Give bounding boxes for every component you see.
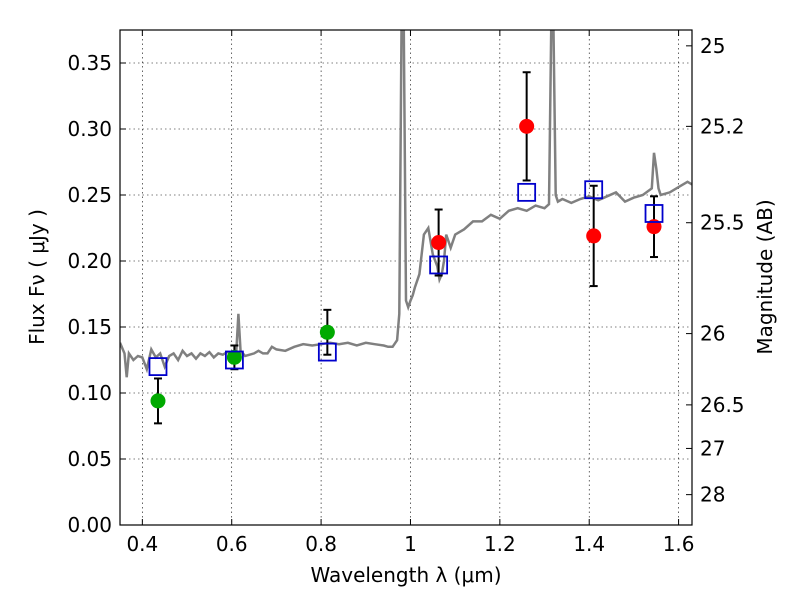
right-tick-label: 27 bbox=[700, 436, 725, 460]
right-tick-label: 25 bbox=[700, 34, 725, 58]
x-tick-label: 0.6 bbox=[216, 532, 248, 556]
plot-frame bbox=[119, 29, 693, 526]
model-photometry-square bbox=[644, 204, 664, 223]
right-tick-label: 26 bbox=[700, 322, 725, 346]
right-tick-label: 28 bbox=[700, 483, 725, 507]
y-tick-label: 0.30 bbox=[67, 117, 112, 141]
model-spectrum-line bbox=[120, 30, 692, 378]
y-tick-label: 0.25 bbox=[67, 183, 112, 207]
y-axis-label: Flux Fν ( μJy ) bbox=[25, 209, 49, 345]
model-photometry-square bbox=[224, 350, 244, 370]
x-axis-label: Wavelength λ (μm) bbox=[310, 563, 501, 587]
right-tick-label: 26.5 bbox=[700, 393, 745, 417]
y-tick-label: 0.00 bbox=[67, 513, 112, 537]
model-photometry-square bbox=[148, 357, 168, 377]
observed-point bbox=[226, 349, 242, 365]
right-tick-label: 25.5 bbox=[700, 211, 745, 235]
errorbar-layer bbox=[153, 71, 659, 425]
right-axis-label: Magnitude (AB) bbox=[753, 199, 777, 354]
x-tick-label: 1.6 bbox=[663, 532, 695, 556]
tick-layer: 0.4 0.6 0.8 1 1.2 1.4 1.6 0.00 0.05 0.10 0.15 0.20 0… bbox=[67, 30, 745, 556]
observed-point bbox=[519, 118, 535, 134]
y-tick-label: 0.15 bbox=[67, 315, 112, 339]
model-photometry-square bbox=[429, 255, 449, 275]
observed-point bbox=[319, 324, 335, 340]
y-tick-label: 0.05 bbox=[67, 447, 112, 471]
right-tick-label: 25.2 bbox=[700, 114, 745, 138]
y-tick-label: 0.20 bbox=[67, 249, 112, 273]
observed-point bbox=[431, 235, 447, 251]
y-tick-label: 0.10 bbox=[67, 381, 112, 405]
y-tick-label: 0.35 bbox=[67, 51, 112, 75]
x-tick-label: 1.4 bbox=[573, 532, 605, 556]
observed-point bbox=[586, 228, 602, 244]
observed-point bbox=[150, 393, 166, 409]
model-photometry-square bbox=[584, 180, 604, 200]
grid bbox=[120, 30, 692, 526]
model-spectrum-layer bbox=[120, 30, 692, 378]
marker-layer bbox=[148, 118, 664, 409]
x-tick-label: 1 bbox=[404, 532, 417, 556]
model-photometry-square bbox=[517, 182, 537, 202]
model-photometry-square bbox=[317, 342, 337, 362]
observed-point bbox=[646, 219, 662, 235]
x-tick-label: 0.4 bbox=[126, 532, 158, 556]
x-tick-label: 1.2 bbox=[484, 532, 516, 556]
x-tick-label: 0.8 bbox=[305, 532, 337, 556]
